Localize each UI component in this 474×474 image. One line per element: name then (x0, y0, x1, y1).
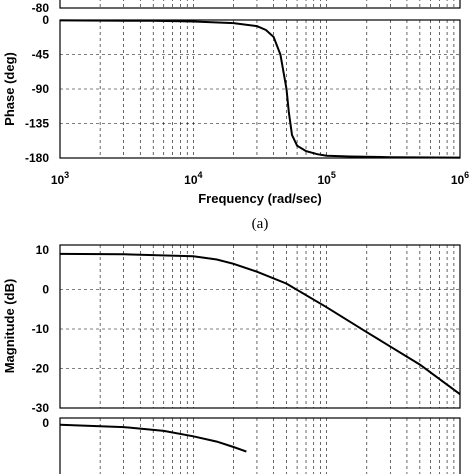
panel-bottom-magnitude: 10 0 -10 -20 -30 Magnitude (dB) (2, 243, 461, 415)
x-tick-exponent: 4 (198, 170, 203, 180)
y-tick-label: -10 (32, 322, 50, 336)
x-tick-label: 105 (317, 170, 335, 187)
panel-frame (59, 417, 461, 474)
y-tick-label: -30 (32, 401, 50, 415)
y-tick-label: -180 (25, 151, 49, 165)
y-tick-label: 0 (42, 416, 49, 430)
panel-top-magnitude: -80 (32, 0, 461, 15)
y-tick-label: 0 (42, 13, 49, 27)
y-tick-label: 10 (36, 243, 50, 257)
panel-caption: (a) (252, 216, 269, 232)
x-tick-exponent: 5 (331, 170, 336, 180)
x-tick-label: 106 (451, 170, 469, 187)
phase-curve-top (59, 19, 461, 159)
panel-bottom-phase: 0 (42, 416, 461, 474)
panel-top-phase: 0 -45 -90 -135 -180 Phase (deg) 103 104 105 106… (2, 13, 469, 232)
y-tick-label: -135 (25, 117, 49, 131)
y-tick-label: -80 (32, 1, 50, 15)
magnitude-curve-bottom (59, 252, 461, 396)
y-axis-label-phase: Phase (deg) (2, 52, 17, 126)
x-tick-exponent: 6 (464, 170, 469, 180)
panel-frame (59, 244, 461, 409)
y-tick-label: -90 (32, 82, 50, 96)
panel-frame (59, 0, 461, 9)
panel-frame (59, 19, 461, 159)
x-axis-label-frequency: Frequency (rad/sec) (198, 191, 322, 206)
y-tick-label: 0 (42, 283, 49, 297)
x-tick-label: 104 (184, 170, 202, 187)
x-tick-exponent: 3 (64, 170, 69, 180)
x-tick-label: 103 (51, 170, 69, 187)
y-axis-label-magnitude: Magnitude (dB) (2, 279, 17, 374)
phase-curve-bottom (59, 423, 247, 453)
y-tick-label: -20 (32, 362, 50, 376)
y-tick-label: -45 (32, 48, 50, 62)
